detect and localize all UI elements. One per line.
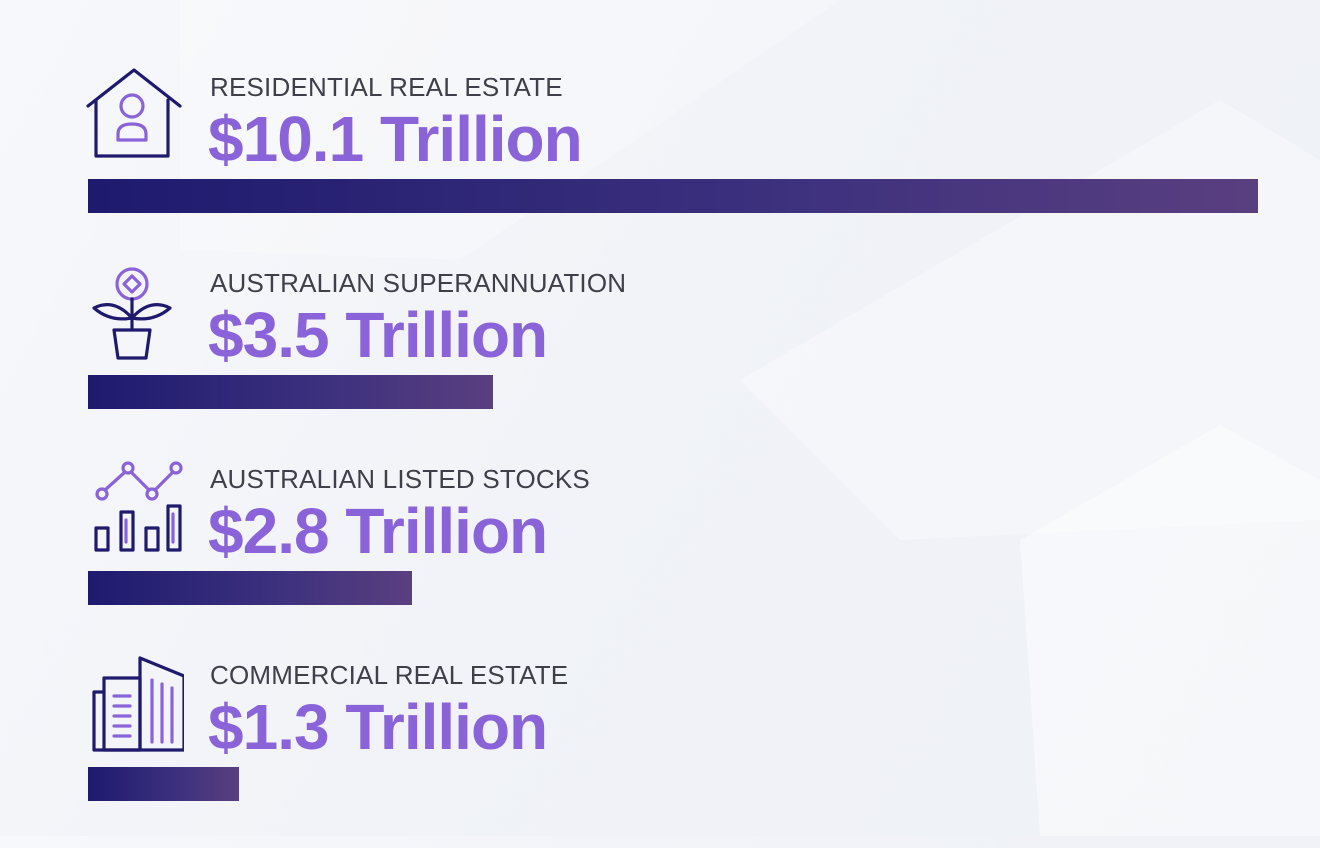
value-label: $3.5 Trillion: [208, 299, 548, 371]
item-australian-listed-stocks: AUSTRALIAN LISTED STOCKS $2.8 Trillion: [0, 456, 1320, 652]
category-label: AUSTRALIAN LISTED STOCKS: [210, 464, 590, 494]
bar: [88, 767, 239, 801]
stock-chart-icon: [84, 460, 184, 560]
value-label: $10.1 Trillion: [208, 103, 583, 175]
value-label: $1.3 Trillion: [208, 691, 548, 763]
bar: [88, 179, 1258, 213]
item-australian-superannuation: AUSTRALIAN SUPERANNUATION $3.5 Trillion: [0, 260, 1320, 456]
category-label: AUSTRALIAN SUPERANNUATION: [210, 268, 627, 298]
category-label: COMMERCIAL REAL ESTATE: [210, 660, 569, 690]
bar: [88, 571, 412, 605]
item-commercial-real-estate: COMMERCIAL REAL ESTATE $1.3 Trillion: [0, 652, 1320, 848]
category-label: RESIDENTIAL REAL ESTATE: [210, 72, 563, 102]
plant-coin-icon: [84, 264, 184, 364]
item-residential-real-estate: RESIDENTIAL REAL ESTATE $10.1 Trillion: [0, 64, 1320, 260]
house-person-icon: [84, 68, 184, 168]
bar: [88, 375, 493, 409]
value-label: $2.8 Trillion: [208, 495, 548, 567]
buildings-icon: [84, 656, 184, 756]
